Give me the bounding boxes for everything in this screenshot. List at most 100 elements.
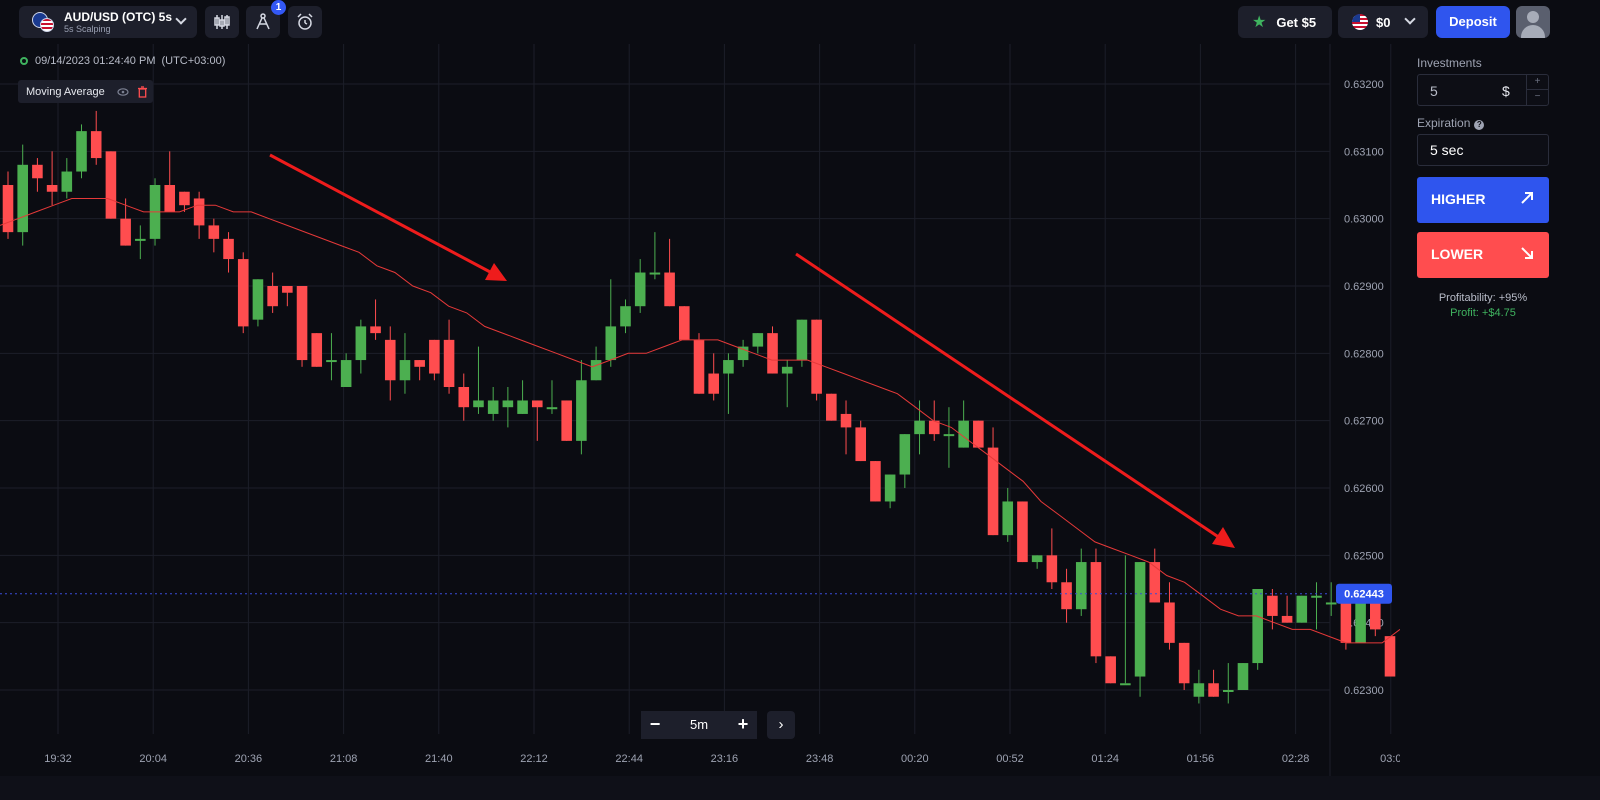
trash-icon[interactable] [133, 80, 153, 103]
x-tick-label: 21:08 [330, 753, 358, 765]
bottom-strip [0, 776, 1600, 800]
candle [590, 346, 602, 381]
y-tick-label: 0.63000 [1344, 214, 1384, 226]
zoom-in-button[interactable]: + [729, 711, 757, 739]
investments-label: Investments [1417, 56, 1482, 70]
help-icon[interactable]: ? [1474, 120, 1485, 130]
chart-canvas[interactable]: 0.63200 0.63100 0.63000 0.62900 0.62800 0.627… [0, 44, 1402, 776]
candle [811, 319, 822, 401]
candle [870, 461, 881, 502]
candle [223, 232, 234, 273]
y-tick-label: 0.62300 [1344, 685, 1384, 697]
candle [90, 110, 102, 165]
candle [355, 319, 367, 374]
investment-value[interactable]: 5 [1430, 83, 1438, 99]
avatar[interactable] [1516, 6, 1550, 38]
zoom-out-button[interactable]: − [641, 711, 669, 739]
candle [1046, 528, 1058, 589]
candle [105, 151, 117, 219]
x-tick-label: 00:52 [996, 753, 1024, 765]
chart-datetime: 09/14/2023 01:24:40 PM (UTC+03:00) [20, 55, 225, 67]
investment-field[interactable]: 5 $ + − [1417, 74, 1549, 106]
chart-datetime-value: 09/14/2023 01:24:40 PM [35, 55, 156, 67]
candle [1222, 663, 1234, 704]
candle [546, 380, 558, 414]
lower-button[interactable]: LOWER [1417, 232, 1549, 278]
chart-timezone: (UTC+03:00) [161, 55, 226, 67]
drawing-tools-button[interactable]: 1 [246, 0, 286, 38]
candle [1164, 582, 1175, 650]
x-tick-label: 20:36 [235, 753, 263, 765]
candle [384, 326, 396, 401]
balance-value: $0 [1376, 14, 1391, 30]
candle [473, 346, 484, 414]
asset-selector[interactable]: AUD/USD (OTC) 5s 5s Scalping [19, 6, 197, 38]
decrease-investment-button[interactable]: − [1534, 91, 1541, 102]
trade-panel: Investments 5 $ + − Expiration? 5 sec HI… [1410, 44, 1600, 776]
alarm-button[interactable] [288, 6, 322, 38]
candle [781, 360, 793, 408]
candle [179, 191, 190, 212]
candle [46, 151, 58, 206]
candle [1252, 589, 1263, 670]
candle [1002, 488, 1014, 542]
asset-subtitle: 5s Scalping [64, 23, 111, 34]
y-tick-label: 0.62700 [1344, 416, 1384, 428]
candle [2, 171, 14, 239]
indicator-tag: Moving Average [18, 80, 153, 103]
eye-icon[interactable] [113, 80, 133, 103]
candle [443, 319, 455, 394]
candle [531, 400, 543, 441]
x-tick-label: 01:24 [1091, 753, 1119, 765]
candle [884, 474, 896, 509]
increase-investment-button[interactable]: + [1527, 75, 1548, 90]
account-balance-selector[interactable]: $0 [1338, 6, 1428, 38]
aud-usd-flag-icon [32, 12, 56, 32]
candle [1017, 501, 1028, 563]
candle [76, 124, 87, 179]
price-chart[interactable]: 0.63200 0.63100 0.63000 0.62900 0.62800 0.627… [0, 44, 1402, 776]
candle [340, 353, 352, 387]
candle [17, 144, 28, 246]
x-tick-label: 22:12 [520, 753, 548, 765]
candle [1281, 595, 1293, 623]
candle [1370, 602, 1381, 637]
scroll-to-latest-button[interactable]: › [767, 711, 795, 739]
get-bonus-button[interactable]: ★ Get $5 [1238, 6, 1332, 38]
candle [1149, 548, 1161, 603]
candle [561, 400, 572, 441]
candle [723, 353, 734, 414]
candle [135, 225, 146, 260]
candle [326, 333, 337, 381]
chevron-down-icon [1404, 13, 1416, 25]
candle [458, 373, 470, 421]
timeframe-value[interactable]: 5m [669, 711, 729, 739]
candle [973, 420, 984, 448]
candle [576, 360, 587, 455]
candle [1105, 656, 1116, 684]
candle [1178, 642, 1190, 690]
candle [840, 400, 852, 455]
investment-stepper[interactable]: + − [1526, 75, 1548, 105]
candle [193, 191, 205, 239]
expiration-field[interactable]: 5 sec [1417, 134, 1549, 166]
x-tick-label: 23:48 [806, 753, 834, 765]
live-status-icon [20, 57, 28, 65]
drawings-count-badge: 1 [271, 0, 286, 15]
candle [1237, 663, 1249, 690]
candle [943, 407, 955, 468]
x-tick-label: 02:28 [1282, 753, 1310, 765]
candle [296, 286, 308, 367]
candle [1208, 669, 1219, 697]
y-tick-label: 0.62800 [1344, 348, 1384, 360]
indicator-name: Moving Average [26, 85, 105, 98]
top-bar: AUD/USD (OTC) 5s 5s Scalping 1 ★ Get $5 [0, 0, 1600, 44]
asset-name: AUD/USD (OTC) 5s [64, 9, 173, 24]
candle [1134, 562, 1146, 697]
alarm-icon [297, 13, 313, 30]
higher-button[interactable]: HIGHER [1417, 177, 1549, 223]
candle [1340, 595, 1352, 650]
chart-type-button[interactable] [205, 6, 239, 38]
deposit-button[interactable]: Deposit [1436, 6, 1510, 38]
x-tick-label: 23:16 [711, 753, 739, 765]
